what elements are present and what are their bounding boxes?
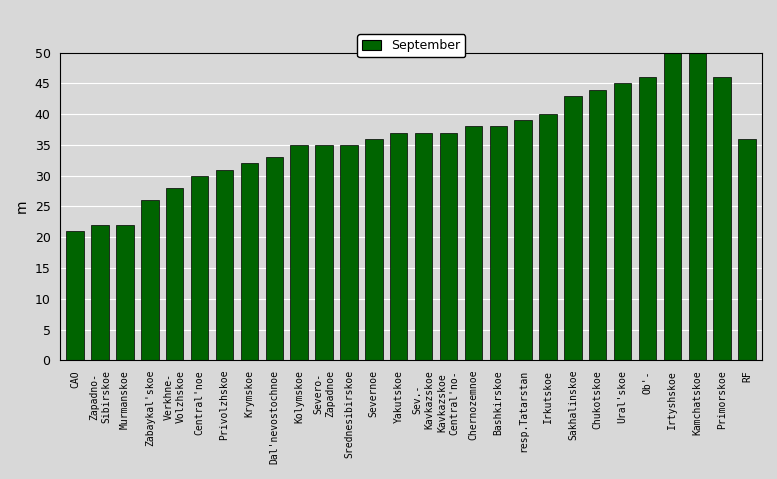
Bar	[315, 145, 333, 360]
Bar	[564, 96, 582, 360]
Bar	[514, 120, 531, 360]
Y-axis label: m: m	[15, 200, 29, 213]
Bar	[539, 114, 556, 360]
Bar	[465, 126, 482, 360]
Bar	[191, 176, 208, 360]
Bar	[639, 77, 657, 360]
Bar	[390, 133, 407, 360]
Bar	[291, 145, 308, 360]
Bar	[713, 77, 731, 360]
Bar	[141, 200, 159, 360]
Legend: September: September	[357, 34, 465, 57]
Bar	[266, 157, 283, 360]
Bar	[415, 133, 432, 360]
Bar	[490, 126, 507, 360]
Bar	[589, 90, 607, 360]
Bar	[241, 163, 258, 360]
Bar	[738, 139, 756, 360]
Bar	[688, 53, 706, 360]
Bar	[365, 139, 382, 360]
Bar	[67, 231, 84, 360]
Bar	[166, 188, 183, 360]
Bar	[340, 145, 357, 360]
Bar	[216, 170, 233, 360]
Bar	[664, 53, 681, 360]
Bar	[440, 133, 457, 360]
Bar	[614, 83, 632, 360]
Bar	[92, 225, 109, 360]
Bar	[117, 225, 134, 360]
